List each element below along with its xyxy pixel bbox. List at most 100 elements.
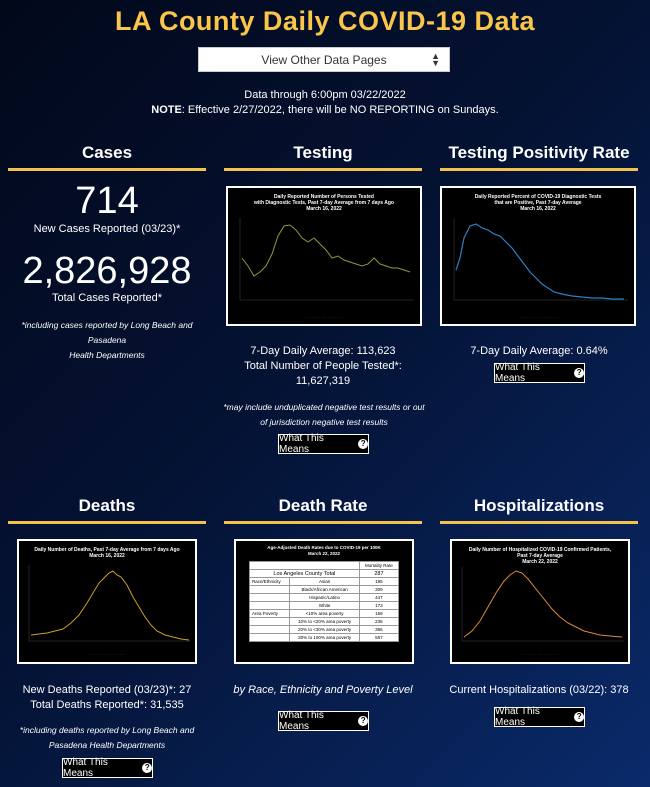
deaths-chart: Daily Number of Deaths, Past 7-day Avera…	[17, 539, 197, 664]
positivity-avg: 7-Day Daily Average: 0.64%	[470, 345, 608, 357]
deaths-divider	[8, 521, 206, 524]
hospitalizations-chart: Daily Number of Hospitalized COVID-19 Co…	[450, 539, 630, 664]
positivity-chart-title-1: Daily Reported Percent of COVID-19 Diagn…	[475, 194, 602, 200]
row-label: 20% to <30% area poverty	[289, 625, 360, 634]
testing-divider	[224, 168, 422, 171]
row-value: 309	[358, 585, 400, 594]
deaths-footnote-line-2: Pasadena Health Departments	[48, 740, 166, 750]
deaths-chart-title-2: March 16, 2022	[89, 553, 125, 559]
death-rate-title-2: March 22, 2022	[307, 551, 341, 556]
hosp-x-axis-ticks: · · · · · · · · · · · · · · · · · · · ·	[522, 652, 558, 656]
testing-footnote-line-1: *may include unduplicated negative test …	[223, 402, 425, 412]
table-row: Hispanic/Latino 447	[248, 593, 400, 602]
select-value: View Other Data Pages	[261, 52, 387, 67]
positivity-divider	[440, 168, 638, 171]
row-group: Area Poverty	[248, 609, 291, 618]
row-group	[248, 617, 291, 626]
table-total-row: Los Angeles County Total 287	[249, 569, 400, 578]
hospitalizations-divider	[440, 521, 638, 524]
testing-total: 11,627,319	[295, 375, 351, 387]
row-value: 169	[358, 609, 400, 618]
data-pages-select[interactable]: View Other Data Pages ▲ ▼	[198, 47, 450, 72]
testing-avg: 7-Day Daily Average: 113,623	[250, 345, 396, 357]
hospitalizations-what-this-means-button[interactable]: What This Means?	[494, 706, 585, 728]
note-label: NOTE	[151, 104, 182, 116]
death-rate-button-label: What This Means	[279, 710, 324, 732]
death-rate-what-this-means-button[interactable]: What This Means?	[278, 710, 369, 732]
new-cases-value: 714	[75, 180, 139, 222]
positivity-what-this-means-button[interactable]: What This Means?	[494, 362, 585, 384]
question-icon: ?	[358, 439, 368, 449]
testing-chart: Daily Reported Number of Persons Tested …	[226, 186, 422, 326]
hosp-trend-line	[463, 570, 623, 638]
cases-footnote: *including cases reported by Long Beach …	[8, 318, 206, 363]
positivity-x-axis-ticks: · · · · · · · · · · · · · · · · · · · · …	[518, 315, 557, 319]
death-rate-divider	[224, 521, 422, 524]
testing-chart-title-3: March 16, 2022	[306, 206, 342, 212]
row-label: White	[289, 601, 360, 610]
table-header-row: Mortality Rate	[249, 561, 400, 570]
note-text: : Effective 2/27/2022, there will be NO …	[181, 104, 499, 116]
data-through-text: Data through 6:00pm 03/22/2022	[244, 89, 406, 101]
row-value: 173	[358, 601, 400, 610]
hosp-button-label: What This Means	[495, 706, 540, 728]
reporting-note: NOTE: Effective 2/27/2022, there will be…	[0, 104, 650, 116]
deaths-x-axis-ticks: · · · · · · · · · · · · · · · · · · · ·	[89, 652, 125, 656]
cases-footnote-line-2: Health Departments	[69, 350, 145, 360]
row-value: 195	[358, 577, 400, 586]
testing-footnote-line-2: of jurisdiction negative test results	[260, 417, 388, 427]
row-label: 10% to <20% area poverty	[289, 617, 360, 626]
cases-divider	[8, 168, 206, 171]
row-label: Asian	[289, 577, 360, 586]
table-row: 30% to 100% area poverty 557	[248, 633, 400, 642]
row-group	[248, 601, 291, 610]
question-icon: ?	[574, 368, 584, 378]
testing-x-axis-ticks: · · · · · · · · · · · · · · · · · · · · …	[304, 315, 343, 319]
testing-total-label: Total Number of People Tested*:	[244, 360, 402, 372]
testing-heading: Testing	[293, 143, 353, 162]
table-row: Black/African American 309	[248, 585, 400, 594]
row-label: 30% to 100% area poverty	[289, 633, 360, 642]
deaths-heading: Deaths	[78, 496, 136, 515]
total-cases-value: 2,826,928	[22, 250, 192, 292]
row-group: Race/Ethnicity	[248, 577, 291, 586]
new-deaths: New Deaths Reported (03/23)*: 27	[22, 684, 192, 696]
testing-trend-line	[241, 224, 411, 277]
row-group	[248, 625, 291, 634]
county-total-value: 287	[358, 569, 400, 578]
row-value: 236	[358, 617, 400, 626]
positivity-chart: Daily Reported Percent of COVID-19 Diagn…	[440, 186, 636, 326]
testing-what-this-means-button[interactable]: What This Means?	[278, 433, 369, 455]
row-value: 386	[358, 625, 400, 634]
county-total-label: Los Angeles County Total	[249, 569, 360, 578]
row-label: <10% area poverty	[289, 609, 360, 618]
row-value: 557	[358, 633, 400, 642]
row-label: Hispanic/Latino	[289, 593, 360, 602]
deaths-chart-title-1: Daily Number of Deaths, Past 7-day Avera…	[34, 547, 179, 553]
deaths-footnote: *including deaths reported by Long Beach…	[8, 723, 206, 753]
row-label: Black/African American	[289, 585, 360, 594]
deaths-footnote-line-1: *including deaths reported by Long Beach…	[19, 725, 195, 735]
positivity-chart-title-3: March 16, 2022	[520, 206, 556, 212]
table-row: Race/Ethnicity Asian 195	[248, 577, 400, 586]
death-rate-title-1: Age-Adjusted Death Rates due to COVID-19…	[267, 545, 381, 550]
hosp-chart-title-3: March 22, 2022	[522, 559, 558, 565]
current-hospitalizations: Current Hospitalizations (03/22): 378	[449, 684, 629, 696]
cases-heading: Cases	[81, 143, 133, 162]
table-row: White 173	[248, 601, 400, 610]
question-icon: ?	[142, 763, 152, 773]
new-cases-label: New Cases Reported (03/23)*	[33, 223, 181, 235]
row-group	[248, 585, 291, 594]
total-cases-label: Total Cases Reported*	[51, 292, 163, 304]
testing-footnote: *may include unduplicated negative test …	[218, 400, 430, 430]
table-row: Area Poverty <10% area poverty 169	[248, 609, 400, 618]
hospitalizations-heading: Hospitalizations	[473, 496, 605, 515]
question-icon: ?	[358, 716, 368, 726]
table-row: 20% to <30% area poverty 386	[248, 625, 400, 634]
testing-chart-title-1: Daily Reported Number of Persons Tested	[274, 194, 374, 200]
table-row: 10% to <20% area poverty 236	[248, 617, 400, 626]
deaths-what-this-means-button[interactable]: What This Means?	[62, 757, 153, 779]
death-rate-table-title: Age-Adjusted Death Rates due to COVID-19…	[242, 545, 406, 557]
total-deaths: Total Deaths Reported*: 31,535	[30, 699, 184, 711]
positivity-trend-line	[455, 223, 624, 300]
